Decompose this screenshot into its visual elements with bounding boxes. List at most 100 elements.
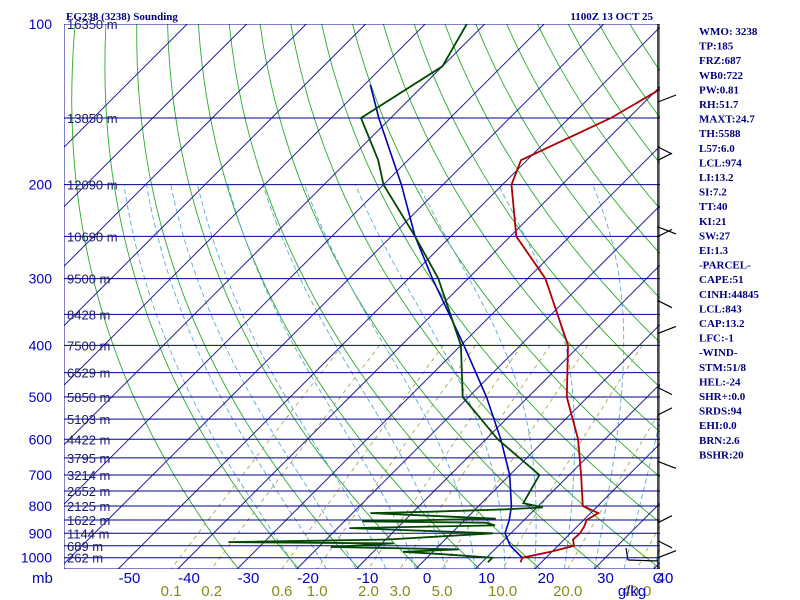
dewpoint-trace [228,24,543,563]
wind-barb [657,387,673,396]
wind-barb [657,460,677,469]
height-label: 9500 m [67,272,110,287]
wind-barb [657,407,673,416]
pressure-label: 400 [29,337,53,353]
wind-barb [657,300,673,309]
mixing-ratio-label: 20.0 [553,583,582,600]
index-item: EI:1.3 [699,245,729,257]
pressure-unit: mb [32,570,53,587]
wind-barb [657,515,673,524]
temperature-label: 10 [478,570,495,587]
isotherm [534,442,660,569]
index-item: RH:51.7 [699,99,739,111]
pressure-label: 700 [29,467,53,483]
isotherm [64,24,426,386]
pressure-label: 200 [29,177,53,193]
height-label: 2125 m [67,499,110,514]
dry-adiabat [444,24,660,344]
moist-adiabat [623,417,660,569]
wind-barbs [625,24,677,569]
dry-adiabat [413,24,660,388]
temperature-label: -20 [297,570,319,587]
index-item: BSHR:20 [699,449,744,461]
index-panel: WMO: 3238 TP:185 FRZ:687 WB0:722 PW:0.81 RH:5… [699,26,759,461]
height-label: 5850 m [67,390,110,405]
dry-adiabat [136,24,360,569]
height-label: 3214 m [67,468,110,483]
pressure-label: 600 [29,431,53,447]
index-item: HEL:-24 [699,376,741,388]
index-item: SRDS:94 [699,406,742,418]
index-item: -PARCEL- [699,260,751,272]
index-item: SI:7.2 [699,187,727,199]
temperature-trace [510,88,660,563]
moist-adiabat [123,184,298,569]
isotherm [64,24,367,327]
mixing-ratio-line [502,345,643,569]
height-label: 6529 m [67,366,110,381]
isotherm [64,24,307,267]
mixing-ratio-label: 0.6 [271,583,292,600]
isotherm [64,24,188,148]
wind-barb [657,146,673,155]
dry-adiabat [228,24,541,569]
index-item: SW:27 [699,230,731,242]
isotherm [64,24,486,446]
index-item: STM:51/8 [699,362,747,374]
index-item: LCL:974 [699,157,742,169]
height-label: 8428 m [67,307,110,322]
index-item: TH:5588 [699,128,741,140]
wind-barb [657,540,673,549]
dry-adiabat [382,24,660,433]
temperature-unit: C [653,570,664,587]
pressure-label: 300 [29,271,53,287]
isotherm [355,264,660,569]
pressure-label: 800 [29,498,53,514]
moist-adiabat [418,184,537,569]
isotherm [177,85,660,569]
index-item: -WIND- [699,347,738,359]
temperature-label: 30 [597,570,614,587]
mixing-ratio-line [636,524,660,569]
time-title: 1100Z 13 OCT 25 [570,11,653,23]
index-item: FRZ:687 [699,55,742,67]
moist-adiabat [146,184,327,569]
height-label: 2652 m [67,484,110,499]
pressure-label: 1000 [21,550,52,566]
mixing-ratio-line [211,345,380,569]
index-item: CINH:44845 [699,289,759,301]
index-item: LFC:-1 [699,333,734,345]
index-item: BRN:2.6 [699,435,740,447]
dry-adiabat [475,24,660,299]
pressure-label: 500 [29,389,53,405]
dry-adiabat [290,24,660,569]
pressure-label: 900 [29,525,53,541]
temperature-label: 20 [538,570,555,587]
temperature-label: -50 [119,570,141,587]
index-item: LI:13.2 [699,172,734,184]
dry-adiabat [167,24,420,569]
moist-adiabat [227,184,417,569]
height-labels: 16350 m 13850 m 12090 m 10690 m 9500 m 8428 m… [67,17,118,566]
index-item: MAXT:24.7 [699,114,755,126]
wind-barb [657,550,677,559]
mixing-ratio-line [441,345,589,569]
index-item: L57:6.0 [699,143,735,155]
wind-barb [657,325,677,334]
mixing-ratio-label: 5.0 [432,583,453,600]
height-label: 4422 m [67,432,110,447]
moist-adiabat [354,184,506,569]
moist-adiabat [170,184,357,569]
index-item: CAPE:51 [699,274,744,286]
height-label: 1144 m [67,526,109,541]
station-title: EG238 (3238) Sounding [66,11,178,23]
isotherm [64,24,545,505]
height-label: 12090 m [67,178,118,193]
temperature-label: -10 [357,570,379,587]
dry-adiabat [259,24,601,569]
parcel-trace [369,84,523,559]
wind-barb [657,94,677,103]
mixing-ratio-unit: g/kg [618,583,646,600]
height-label: 3795 m [67,451,110,466]
